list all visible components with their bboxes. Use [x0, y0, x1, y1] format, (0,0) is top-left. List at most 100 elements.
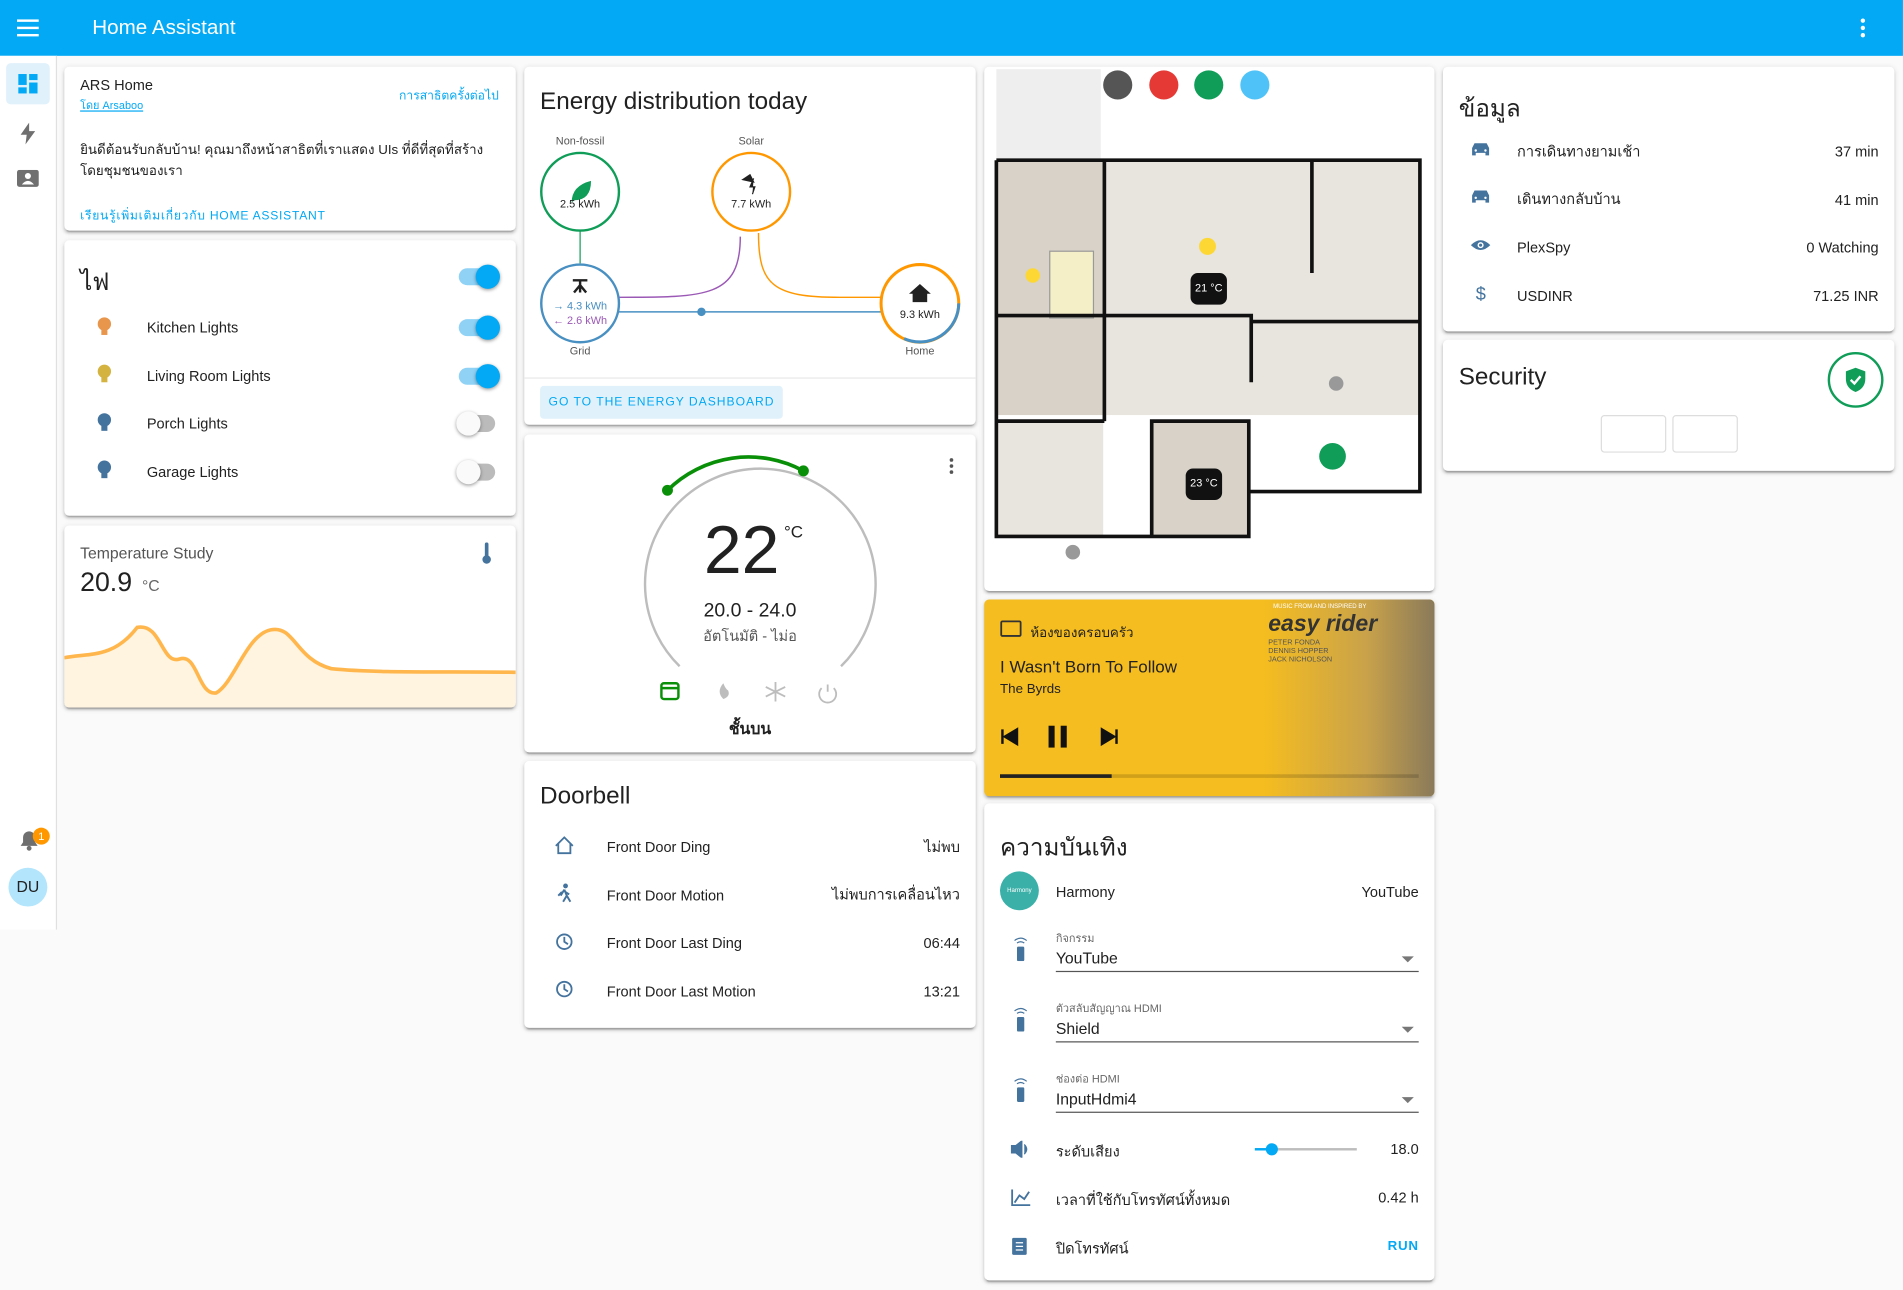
select-label: กิจกรรม [1055, 932, 1095, 945]
keypad-button[interactable] [1672, 415, 1738, 453]
toggle[interactable] [458, 363, 501, 388]
room-temperature: 23 °C [1190, 476, 1218, 490]
entity-name: Kitchen Lights [146, 319, 239, 337]
card-title: ความบันเทิง [1000, 834, 1128, 862]
select-label: ตัวสลับสัญญาณ HDMI [1055, 1002, 1162, 1015]
alarm-status[interactable] [1826, 351, 1884, 409]
select-value: Shield [1055, 1019, 1100, 1038]
grid-import: → 4.3 kWh [553, 299, 608, 312]
toggle-knob[interactable] [456, 459, 481, 484]
toggle-knob[interactable] [456, 411, 481, 436]
volume-slider[interactable] [1254, 1148, 1357, 1151]
temperature-unit: °C [783, 521, 804, 542]
entity-name: Living Room Lights [146, 367, 271, 385]
card-title: ข้อมูล [1458, 95, 1521, 123]
menu-button[interactable] [16, 17, 39, 39]
welcome-message: ยินดีต้อนรับกลับบ้าน! คุณมาถึงหน้าสาธิตท… [80, 143, 484, 179]
select-field[interactable]: YouTube [1055, 944, 1419, 973]
sensor-value: 20.9 [80, 566, 133, 598]
volume-icon [1010, 1140, 1028, 1158]
toggle-knob[interactable] [475, 363, 501, 388]
entity-icon [551, 883, 578, 907]
thermostat-card: 22 °C 20.0 - 24.0 อัตโนมัติ - ไม่อ ชั้นบ… [524, 434, 976, 753]
cast-name: PETER FONDA [1268, 639, 1320, 647]
card-title: ไฟ [80, 269, 110, 297]
toggle[interactable] [458, 315, 501, 340]
cast-name: JACK NICHOLSON [1268, 656, 1333, 664]
entity-icon [551, 979, 578, 1002]
overflow-menu[interactable] [1857, 17, 1869, 39]
entity-name: ระดับเสียง [1055, 1143, 1120, 1161]
dropdown-arrow[interactable] [1401, 956, 1414, 963]
entity-icon [551, 835, 578, 859]
master-toggle[interactable] [458, 264, 501, 289]
volume-knob[interactable] [1265, 1143, 1278, 1156]
entity-name: USDINR [1517, 287, 1573, 305]
energy-dashboard-button[interactable]: GO TO THE ENERGY DASHBOARD [540, 385, 784, 419]
select-field[interactable]: Shield [1055, 1015, 1419, 1043]
remote-icon [1013, 937, 1028, 967]
entity-state: 71.25 INR [1813, 287, 1879, 305]
keypad-button[interactable] [1600, 415, 1667, 453]
toggle-knob[interactable] [475, 315, 501, 340]
dropdown-arrow[interactable] [1401, 1026, 1414, 1033]
sparkline [64, 625, 516, 708]
target-temperature: 22 [703, 510, 780, 588]
nav-map[interactable] [16, 169, 39, 189]
toggle[interactable] [456, 411, 496, 436]
grid-export: ← 2.6 kWh [553, 314, 608, 327]
entity-name: Garage Lights [146, 462, 239, 480]
media-room: ห้องของครอบครัว [1030, 626, 1134, 641]
entity-state: 13:21 [923, 982, 960, 1000]
entity-name: Front Door Last Motion [606, 982, 756, 1000]
light-icon [91, 316, 118, 339]
light-icon [91, 412, 118, 435]
info-card: ข้อมูล การเดินทางยามเช้า 37 min เดินทางกลั… [1442, 66, 1895, 332]
entity-state: ไม่พบการเคลื่อนไหว [831, 885, 960, 903]
floorplan [994, 69, 1422, 560]
hvac-mode: อัตโนมัติ - ไม่อ [703, 627, 797, 645]
nav-energy[interactable] [19, 122, 36, 145]
media-controls[interactable] [1000, 723, 1121, 750]
light-row: Living Room Lights [64, 357, 515, 393]
node-label: Home [905, 344, 935, 357]
mode-buttons[interactable] [658, 680, 852, 704]
album-title: easy rider [1268, 611, 1378, 638]
entity-state: ไม่พบ [924, 837, 960, 855]
master-toggle-wrap [458, 264, 516, 289]
light-row: Porch Lights [64, 405, 515, 441]
dropdown-arrow[interactable] [1401, 1097, 1414, 1104]
nav-overview[interactable] [6, 63, 50, 105]
app-title: Home Assistant [92, 15, 236, 39]
learn-more-link[interactable]: เรียนรู้เพิ่มเติมเกี่ยวกับ HOME ASSISTAN… [80, 209, 326, 224]
script-icon [1012, 1237, 1027, 1255]
doorbell-card: Doorbell Front Door Ding ไม่พบ Front Door … [524, 760, 976, 1028]
lights-card: ไฟ Kitchen Lights Living Room Lights Porch… [64, 240, 516, 516]
select-field[interactable]: InputHdmi4 [1055, 1085, 1419, 1113]
user-avatar[interactable]: DU [8, 867, 48, 907]
entity-row: Front Door Last Ding 06:44 [524, 925, 975, 961]
cast-name: DENNIS HOPPER [1268, 648, 1329, 656]
cast-icon [1000, 620, 1022, 637]
welcome-title: ARS Home [80, 76, 153, 94]
entity-name: Front Door Motion [606, 886, 725, 904]
entity-name: Harmony [1055, 883, 1115, 901]
next-demo-link[interactable]: การสาธิตครั้งต่อไป [399, 89, 499, 104]
entity-icon: $ [1467, 284, 1494, 307]
entity-row: Front Door Last Motion 13:21 [524, 973, 975, 1009]
entity-state: YouTube [1361, 883, 1419, 901]
album-header: MUSIC FROM AND INSPIRED BY [1273, 603, 1367, 611]
energy-card: Energy distribution today Non-fossil 2.5… [524, 66, 976, 425]
security-card: Security [1442, 339, 1895, 471]
album-cast: PETER FONDA DENNIS HOPPER JACK NICHOLSON [1268, 640, 1332, 665]
remote-icon [1013, 1078, 1028, 1108]
light-icon [91, 364, 118, 387]
toggle[interactable] [456, 459, 496, 484]
author-link[interactable]: โดย Arsaboo [80, 99, 144, 112]
entity-icon [551, 931, 578, 954]
room-temperature: 21 °C [1195, 281, 1223, 294]
thermostat-dial [643, 455, 954, 668]
run-button[interactable]: RUN [1387, 1239, 1419, 1254]
chart-icon [1011, 1189, 1031, 1207]
